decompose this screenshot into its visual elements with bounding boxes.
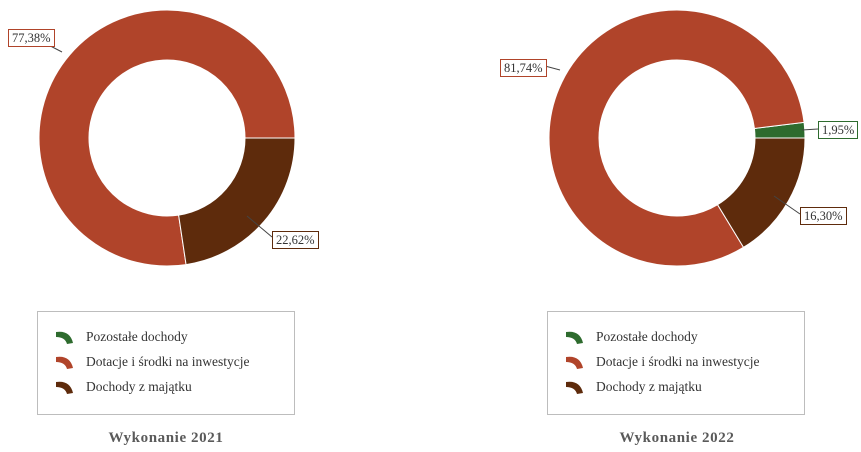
legend-item: Dotacje i środki na inwestycje (54, 352, 249, 372)
donut-slice (716, 137, 806, 249)
legend-label: Pozostałe dochody (86, 329, 188, 344)
legend-item: Pozostałe dochody (564, 327, 698, 347)
legend-item: Dochody z majątku (54, 377, 192, 397)
legend-swatch-icon (566, 331, 583, 344)
legend-2022: Pozostałe dochody Dotacje i środki na in… (547, 311, 805, 415)
legend-label: Pozostałe dochody (596, 329, 698, 344)
label-connector (801, 128, 819, 131)
data-label: 16,30% (800, 207, 847, 225)
label-connector (544, 65, 561, 71)
data-label: 77,38% (8, 29, 55, 47)
legend-label: Dochody z majątku (596, 379, 702, 394)
legend-swatch-icon (56, 331, 73, 344)
legend-label: Dochody z majątku (86, 379, 192, 394)
legend-swatch-icon (566, 381, 583, 394)
label-connector (246, 215, 273, 238)
legend-swatch-icon (56, 381, 73, 394)
chart-title-2022: Wykonanie 2022 (619, 430, 735, 446)
label-connector (773, 195, 801, 215)
legend-item: Pozostałe dochody (54, 327, 188, 347)
donut-slice (38, 9, 296, 267)
legend-item: Dochody z majątku (564, 377, 702, 397)
donut-slice (178, 137, 296, 266)
legend-label: Dotacje i środki na inwestycje (596, 354, 760, 369)
legend-label: Dotacje i środki na inwestycje (86, 354, 250, 369)
data-label: 22,62% (272, 231, 319, 249)
data-label: 1,95% (818, 121, 859, 139)
chart-title-2021: Wykonanie 2021 (108, 430, 224, 446)
legend-2021: Pozostałe dochody Dotacje i środki na in… (37, 311, 295, 415)
legend-swatch-icon (566, 356, 583, 369)
data-label: 81,74% (500, 59, 547, 77)
donut-slice (548, 9, 805, 267)
legend-swatch-icon (56, 356, 73, 369)
legend-item: Dotacje i środki na inwestycje (564, 352, 759, 372)
